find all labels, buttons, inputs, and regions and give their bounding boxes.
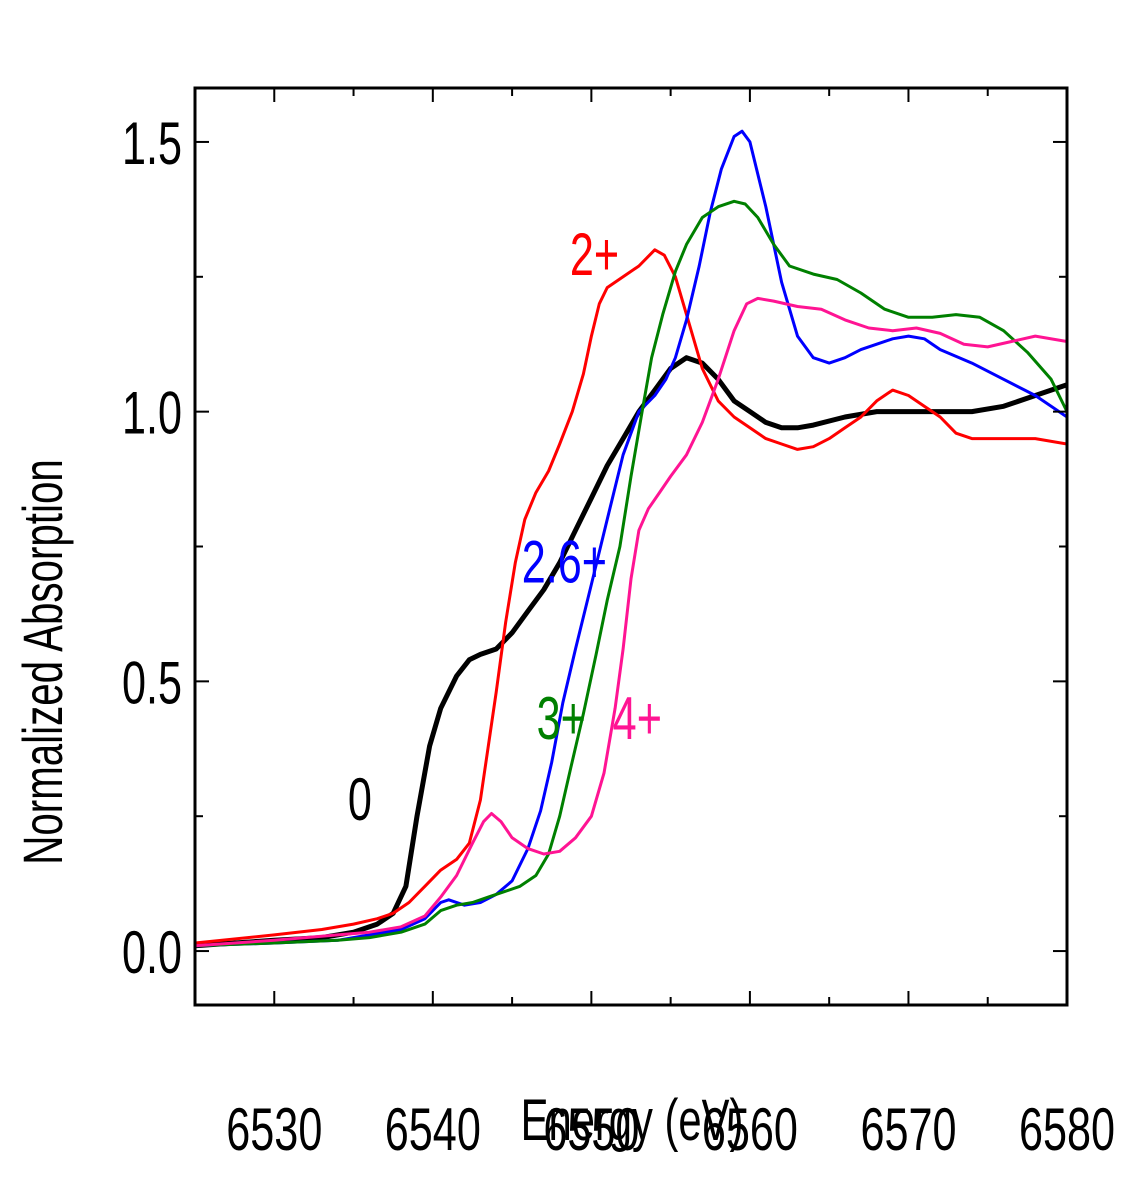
series-label-1: 2+ <box>570 222 619 289</box>
series-line-4 <box>195 296 1067 948</box>
series-label-2: 2.6+ <box>522 530 607 597</box>
x-tick-label: 6540 <box>385 1097 481 1164</box>
x-tick-label: 6580 <box>1019 1097 1115 1164</box>
series-line-1 <box>195 248 1067 945</box>
x-tick-label: 6570 <box>860 1097 956 1164</box>
series-line-3 <box>195 199 1067 948</box>
series-label-4: 4+ <box>613 686 662 753</box>
x-tick-label: 6530 <box>226 1097 322 1164</box>
series-line-0 <box>195 355 1067 949</box>
y-axis-title: Normalized Absorption <box>13 459 75 865</box>
y-tick-label: 0.5 <box>122 651 182 718</box>
y-tick-labels-group: 0.0 0.5 1.0 1.5 <box>122 111 182 987</box>
x-tick-label: 6560 <box>702 1097 798 1164</box>
axis-ticks-group <box>194 88 1068 1005</box>
x-tick-label: 6550 <box>543 1097 639 1164</box>
series-labels-group: 0 2+ 2.6+ 3+ 4+ <box>348 222 662 833</box>
y-tick-label: 1.0 <box>122 381 182 448</box>
plot-series-group <box>195 129 1067 949</box>
x-tick-labels-group: 6530 6540 6550 6560 6570 6580 <box>226 1097 1115 1164</box>
x-axis-title: Energy (eV) <box>521 1087 744 1152</box>
series-label-3: 3+ <box>537 686 586 753</box>
series-label-0: 0 <box>348 767 372 834</box>
y-tick-label: 1.5 <box>122 111 182 178</box>
y-tick-label: 0.0 <box>122 920 182 987</box>
